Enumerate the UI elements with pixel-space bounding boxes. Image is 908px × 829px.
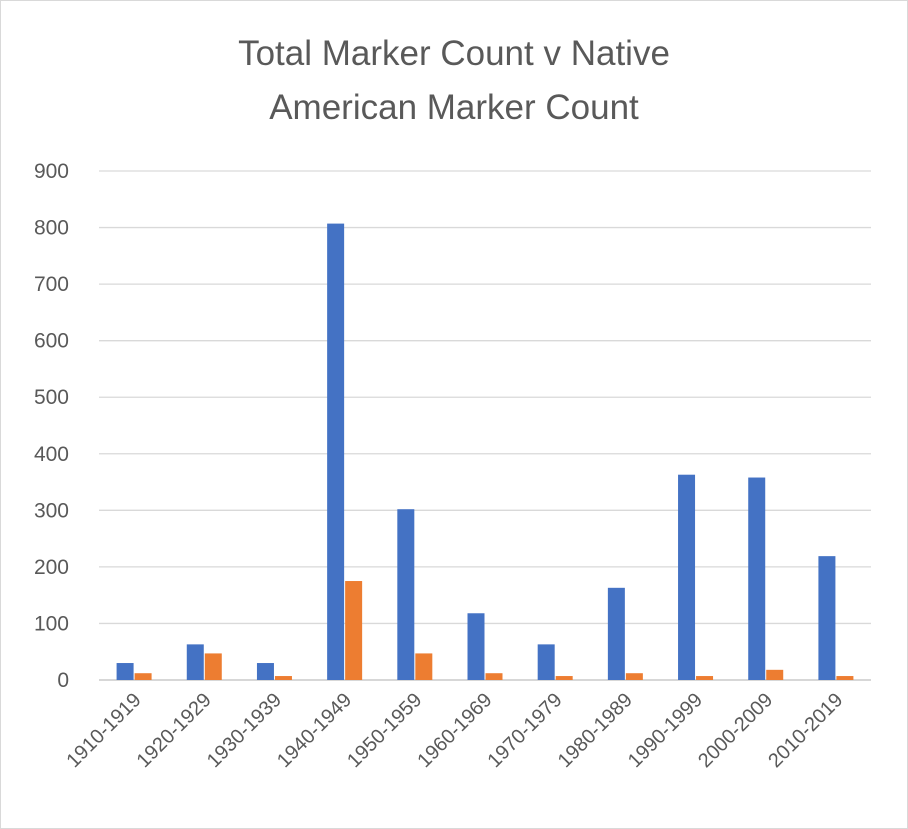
x-tick-label: 1970-1979 [484,689,567,772]
bar-series-2 [766,669,784,680]
y-tick-label: 100 [34,612,69,635]
y-tick-label: 600 [34,330,69,353]
x-tick-label: 2000-2009 [694,689,777,772]
x-tick-label: 1990-1999 [624,689,707,772]
x-tick-label: 2010-2019 [764,689,847,772]
x-tick-label: 1950-1959 [343,689,426,772]
bar-series-2 [555,676,573,680]
bar-series-2 [696,676,714,680]
x-tick-label: 1960-1969 [413,689,496,772]
bar-series-2 [345,581,363,680]
bar-series-2 [836,676,854,680]
x-axis-ticks: 1910-19191920-19291930-19391940-19491950… [62,689,847,772]
chart-title-line-2: American Marker Count [269,88,639,127]
y-tick-label: 500 [34,386,69,409]
bar-series-2 [485,673,503,680]
y-tick-label: 400 [34,443,69,466]
bar-series-2 [134,673,152,680]
chart-title-line-1: Total Marker Count v Native [238,34,670,73]
bar-series-2 [204,653,222,680]
y-tick-label: 800 [34,217,69,240]
bar-series-1 [467,613,485,680]
gridlines [99,170,871,681]
bar-series-1 [678,474,696,680]
bar-series-1 [186,644,204,680]
x-tick-label: 1920-1929 [133,689,216,772]
y-tick-label: 700 [34,273,69,296]
bar-series-1 [397,509,415,680]
y-axis-ticks: 0 100 200 300 400 500 600 700 800 900 [34,160,69,692]
bar-series-2 [415,653,433,680]
bar-series-1 [818,556,836,680]
y-tick-label: 0 [57,669,69,692]
y-tick-label: 200 [34,556,69,579]
y-tick-label: 900 [34,160,69,183]
bar-series-2 [274,676,292,680]
bar-series-1 [607,587,625,680]
bar-series-1 [116,663,134,680]
bar-series-1 [537,644,555,680]
x-tick-label: 1940-1949 [273,689,356,772]
x-tick-label: 1910-1919 [62,689,145,772]
bar-series-2 [625,673,643,680]
y-tick-label: 300 [34,499,69,522]
bars [116,223,854,680]
bar-series-1 [327,223,345,680]
x-tick-label: 1980-1989 [554,689,637,772]
x-tick-label: 1930-1939 [203,689,286,772]
bar-series-1 [256,663,274,680]
bar-series-1 [748,477,766,680]
